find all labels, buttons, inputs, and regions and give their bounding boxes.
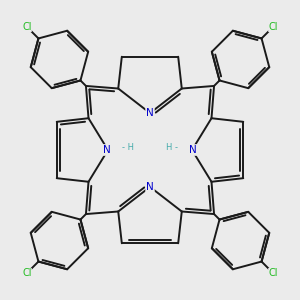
Text: H -: H -: [166, 143, 178, 152]
Text: Cl: Cl: [22, 268, 32, 278]
Text: Cl: Cl: [268, 268, 278, 278]
Text: N: N: [189, 145, 197, 155]
Text: N: N: [146, 182, 154, 192]
Text: N: N: [146, 108, 154, 118]
Text: - H: - H: [122, 143, 134, 152]
Text: N: N: [103, 145, 111, 155]
Text: Cl: Cl: [22, 22, 32, 32]
Text: Cl: Cl: [268, 22, 278, 32]
